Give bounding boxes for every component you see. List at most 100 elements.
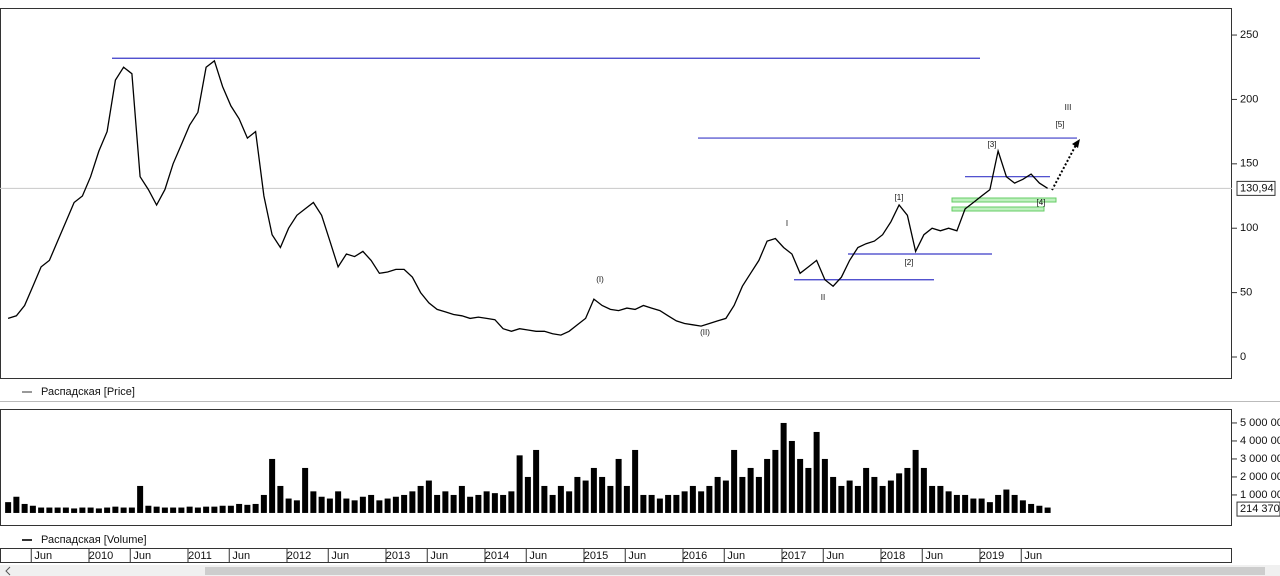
y-tick-label: 2 000 000 xyxy=(1240,471,1280,483)
volume-bar xyxy=(648,494,655,513)
volume-bar xyxy=(211,506,218,513)
volume-bar xyxy=(71,508,78,513)
volume-bar xyxy=(755,476,762,513)
wave-label: III xyxy=(1065,103,1072,112)
volume-bar xyxy=(854,485,861,513)
volume-bar xyxy=(120,507,127,513)
x-tick-label: 2019 xyxy=(980,550,1004,562)
volume-bar xyxy=(970,498,977,513)
volume-bar xyxy=(434,494,441,513)
volume-bar xyxy=(21,503,28,513)
volume-bar xyxy=(681,491,688,513)
volume-bar xyxy=(920,467,927,513)
volume-bar xyxy=(772,449,779,513)
volume-bar xyxy=(359,496,366,513)
volume-bar xyxy=(351,500,358,513)
volume-bar xyxy=(483,491,490,513)
x-tick-label: Jun xyxy=(331,550,349,562)
volume-bar xyxy=(29,505,36,513)
wave-label: [2] xyxy=(905,258,914,267)
volume-bar xyxy=(95,508,102,513)
volume-bar xyxy=(38,507,45,513)
volume-bar xyxy=(1028,503,1035,513)
value-label: 214 370 xyxy=(1240,503,1280,515)
x-tick-label: 2015 xyxy=(584,550,608,562)
price-panel xyxy=(0,8,1232,379)
value-label: 130,94 xyxy=(1240,182,1274,194)
volume-bar xyxy=(962,494,969,513)
volume-bar xyxy=(722,480,729,513)
y-tick-label: 250 xyxy=(1240,29,1258,41)
volume-bar xyxy=(87,507,94,513)
volume-bar xyxy=(533,449,540,513)
volume-bar xyxy=(13,496,20,513)
volume-bar xyxy=(450,494,457,513)
volume-bar xyxy=(1003,489,1010,513)
y-tick-label: 50 xyxy=(1240,287,1252,299)
volume-bar xyxy=(714,476,721,513)
projection-arrow xyxy=(1051,142,1078,191)
arrow-head xyxy=(1072,139,1080,148)
value-marker xyxy=(1236,501,1280,517)
volume-bar xyxy=(137,485,144,513)
volume-bar xyxy=(632,449,639,513)
scroll-left[interactable] xyxy=(5,566,11,576)
volume-bar xyxy=(46,507,53,513)
volume-bar xyxy=(194,507,201,513)
volume-bar xyxy=(219,505,226,513)
support-zone xyxy=(951,206,1045,212)
x-tick-label: Jun xyxy=(430,550,448,562)
volume-bar xyxy=(590,467,597,513)
volume-bar xyxy=(830,476,837,513)
volume-bar xyxy=(310,491,317,513)
volume-bar xyxy=(937,485,944,513)
volume-bar xyxy=(392,496,399,513)
volume-bar xyxy=(788,440,795,513)
volume-bar xyxy=(640,494,647,513)
volume-bar xyxy=(557,485,564,513)
x-tick-label: 2018 xyxy=(881,550,905,562)
volume-bar xyxy=(986,502,993,513)
wave-label: II xyxy=(821,293,825,302)
volume-bar xyxy=(277,485,284,513)
y-tick-label: 5 000 000 xyxy=(1240,417,1280,429)
volume-bar xyxy=(54,507,61,513)
volume-bar xyxy=(442,491,449,513)
volume-bar xyxy=(731,449,738,513)
wave-label: (II) xyxy=(700,328,710,337)
volume-bar xyxy=(607,485,614,513)
volume-bar xyxy=(615,458,622,513)
volume-bar xyxy=(260,494,267,513)
y-tick-label: 3 000 000 xyxy=(1240,453,1280,465)
volume-bar xyxy=(764,458,771,513)
volume-bar xyxy=(599,476,606,513)
x-tick-label: Jun xyxy=(232,550,250,562)
x-tick-label: Jun xyxy=(628,550,646,562)
volume-bar xyxy=(846,480,853,513)
volume-bar xyxy=(417,485,424,513)
volume-bar xyxy=(203,506,210,513)
volume-bar xyxy=(706,485,713,513)
volume-bar xyxy=(541,485,548,513)
wave-label: I xyxy=(786,219,788,228)
volume-bar xyxy=(1036,505,1043,513)
volume-bar xyxy=(153,506,160,513)
legend-price: Распадская [Price] xyxy=(41,386,135,398)
volume-bar xyxy=(549,494,556,513)
volume-bar xyxy=(904,467,911,513)
x-tick-label: Jun xyxy=(133,550,151,562)
x-tick-label: 2016 xyxy=(683,550,707,562)
x-tick-label: 2011 xyxy=(188,550,212,562)
support-zone xyxy=(951,197,1057,203)
volume-bar xyxy=(813,431,820,513)
y-tick-label: 1 000 000 xyxy=(1240,489,1280,501)
scrollbar-thumb[interactable] xyxy=(205,567,1265,575)
wave-label: [1] xyxy=(895,193,904,202)
volume-bar xyxy=(293,500,300,513)
volume-bar xyxy=(252,503,259,513)
x-tick-label: Jun xyxy=(727,550,745,562)
volume-bar xyxy=(879,485,886,513)
y-tick-label: 4 000 000 xyxy=(1240,435,1280,447)
